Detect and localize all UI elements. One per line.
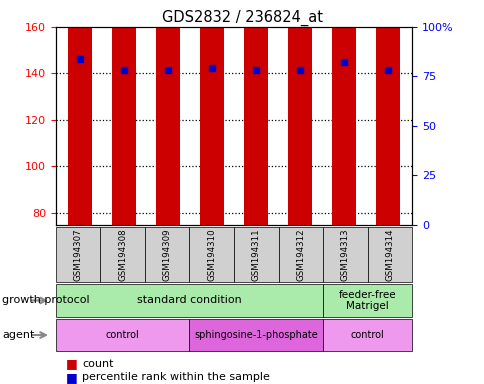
Text: GSM194309: GSM194309 [162,228,171,281]
Bar [287,0,312,225]
Text: control: control [350,330,384,340]
Text: feeder-free
Matrigel: feeder-free Matrigel [338,290,396,311]
Text: growth protocol: growth protocol [2,295,90,306]
Text: GSM194307: GSM194307 [74,228,82,281]
Text: sphingosine-1-phosphate: sphingosine-1-phosphate [194,330,318,340]
Bar [375,0,399,225]
Text: GSM194314: GSM194314 [385,228,393,281]
Text: GDS2832 / 236824_at: GDS2832 / 236824_at [162,10,322,26]
Text: ■: ■ [65,371,77,384]
Text: GSM194308: GSM194308 [118,228,127,281]
Text: GSM194310: GSM194310 [207,228,216,281]
Bar [68,0,92,225]
Text: GSM194312: GSM194312 [296,228,305,281]
Bar [243,0,268,225]
Text: GSM194311: GSM194311 [251,228,260,281]
Text: control: control [106,330,139,340]
Text: percentile rank within the sample: percentile rank within the sample [82,372,270,382]
Text: ■: ■ [65,358,77,371]
Bar [199,0,224,225]
Bar [331,0,355,225]
Text: count: count [82,359,114,369]
Bar [155,22,180,225]
Text: standard condition: standard condition [137,295,242,306]
Bar [112,13,136,225]
Text: agent: agent [2,330,35,340]
Text: GSM194313: GSM194313 [340,228,349,281]
